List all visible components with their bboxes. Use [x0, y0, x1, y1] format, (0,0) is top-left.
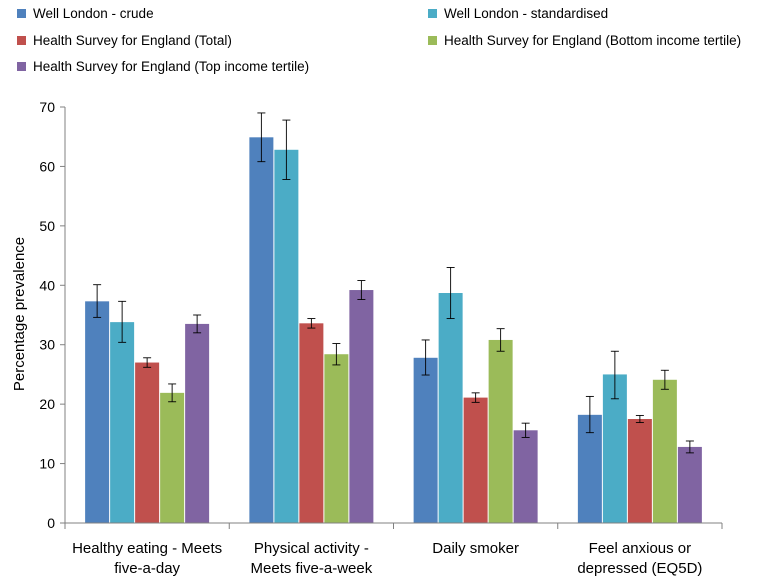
legend-swatch [17, 36, 26, 45]
legend-item: Well London - standardised [428, 6, 608, 21]
bar [85, 301, 110, 523]
x-axis: Healthy eating - Meets five-a-day Physical… [64, 522, 723, 577]
legend-label: Well London - standardised [444, 6, 608, 21]
y-tick-label: 20 [39, 396, 55, 412]
x-category-label: Daily smoker [432, 540, 519, 557]
y-tick-label: 30 [39, 337, 55, 353]
legend-swatch [17, 9, 26, 18]
y-tick-label: 10 [39, 456, 55, 472]
bar [135, 362, 160, 523]
legend-item: Well London - crude [17, 6, 154, 21]
bar [324, 354, 349, 523]
legend-label: Health Survey for England (Total) [33, 33, 232, 48]
bar [160, 392, 185, 523]
bar [438, 293, 463, 523]
y-tick-label: 40 [39, 277, 55, 293]
x-category-label: Healthy eating - Meets five-a-day [72, 540, 222, 577]
legend: Well London - crude Well London - standar… [17, 6, 741, 74]
legend-item: Health Survey for England (Total) [17, 33, 232, 48]
bar [677, 446, 702, 523]
legend-label: Well London - crude [33, 6, 154, 21]
y-tick-label: 50 [39, 218, 55, 234]
bar [110, 322, 135, 523]
y-tick-label: 0 [47, 515, 55, 531]
y-tick-label: 60 [39, 158, 55, 174]
x-category-label: Physical activity -Meets five-a-week [251, 540, 373, 577]
y-axis: 0 10 20 30 40 50 60 70 [39, 99, 66, 531]
plot-area [85, 112, 702, 523]
legend-label: Health Survey for England (Top income te… [33, 59, 309, 74]
bar [513, 430, 538, 523]
bar [185, 323, 210, 523]
x-category-label: Feel anxious or depressed (EQ5D) [577, 540, 702, 577]
bar [249, 137, 274, 523]
legend-item: Health Survey for England (Bottom income… [428, 33, 741, 48]
bar [463, 397, 488, 523]
bar [349, 290, 374, 523]
legend-label: Health Survey for England (Bottom income… [444, 33, 741, 48]
legend-swatch [428, 36, 437, 45]
legend-item: Health Survey for England (Top income te… [17, 59, 309, 74]
y-tick-label: 70 [39, 99, 55, 115]
bar [488, 339, 513, 523]
bar [627, 419, 652, 523]
bar [652, 379, 677, 523]
bar [299, 323, 324, 523]
bar [413, 357, 438, 523]
bar [274, 149, 299, 523]
legend-swatch [17, 62, 26, 71]
y-axis-title: Percentage prevalence [11, 237, 28, 391]
legend-swatch [428, 9, 437, 18]
